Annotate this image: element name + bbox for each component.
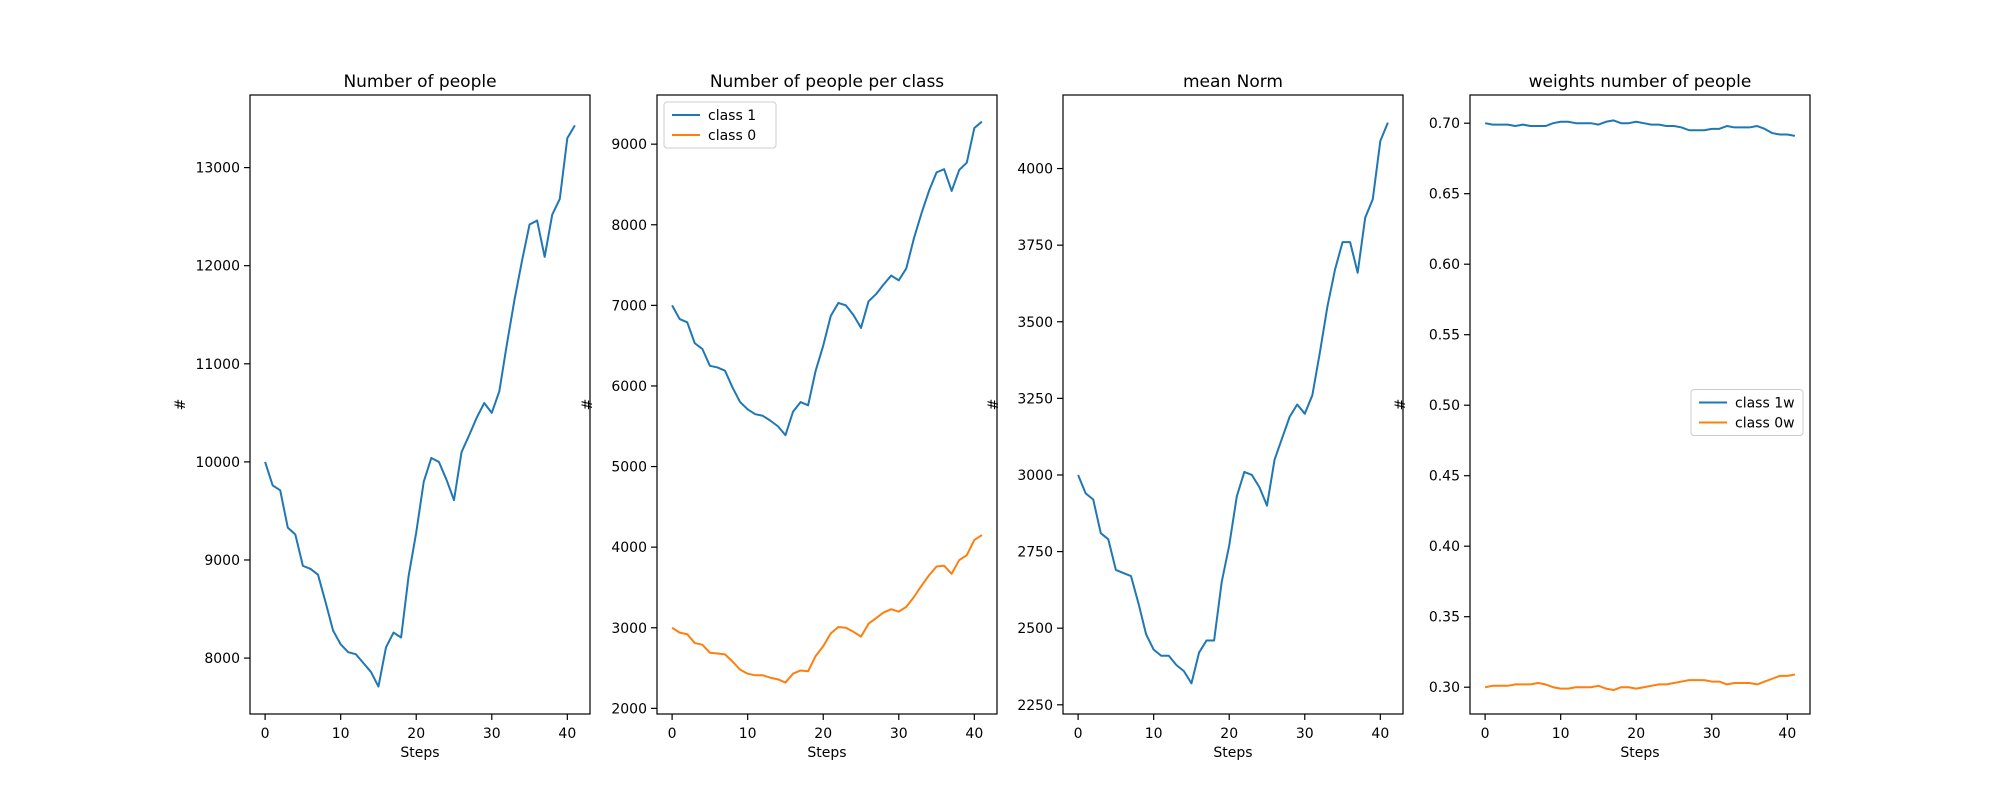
series-line-1 [671,120,983,437]
y-axis-label: # [1393,399,1409,411]
x-axis-label: Steps [1620,745,1659,761]
axes-frame [656,94,998,715]
series-line-1 [264,124,576,688]
series-line-2 [671,534,983,684]
legend-box [663,101,777,149]
x-tick-label: 20 [1220,726,1238,742]
x-tick-label: 10 [1552,726,1570,742]
x-tick-label: 20 [1627,726,1645,742]
x-tick-label: 10 [1145,726,1163,742]
y-tick-label: 3750 [1017,238,1053,254]
y-tick-label: 3000 [1017,468,1053,484]
y-tick-label: 5000 [611,460,647,476]
legend-entry: class 1 [708,108,756,124]
y-tick-label: 0.60 [1429,257,1460,273]
axes-frame [1062,94,1404,715]
y-tick-label: 2000 [611,701,647,717]
y-tick-label: 4000 [611,540,647,556]
y-tick-label: 0.35 [1429,610,1460,626]
y-tick-label: 6000 [611,379,647,395]
chart-title: Number of people per class [710,72,944,92]
y-axis-label: # [580,399,596,411]
subplot-1: 0 10 20 30 40 8000 9000 10000 11000 12000 13000 Num… [173,72,591,761]
y-tick-label: 2250 [1017,698,1053,714]
x-axis-label: Steps [1213,745,1252,761]
subplot-2: 0 10 20 30 40 2000 3000 4000 5000 6000 7000 8000 900… [580,72,998,761]
x-tick-label: 0 [668,726,677,742]
y-tick-label: 11000 [195,357,240,373]
y-tick-label: 13000 [195,161,240,177]
y-tick-label: 0.40 [1429,539,1460,555]
y-tick-label: 0.30 [1429,680,1460,696]
x-axis-label: Steps [807,745,846,761]
x-tick-label: 40 [1371,726,1389,742]
chart-title: Number of people [343,72,496,92]
chart-title: mean Norm [1183,72,1283,92]
y-tick-label: 10000 [195,455,240,471]
x-tick-label: 30 [483,726,501,742]
y-tick-label: 0.55 [1429,328,1460,344]
y-tick-label: 9000 [204,553,240,569]
y-tick-label: 3250 [1017,391,1053,407]
y-tick-label: 2500 [1017,621,1053,637]
x-tick-label: 10 [332,726,350,742]
x-tick-label: 30 [1296,726,1314,742]
legend-entry: class 1w [1735,396,1795,412]
y-tick-label: 4000 [1017,162,1053,178]
legend: class 1w class 0w [1690,389,1804,436]
y-axis-label: # [986,399,1002,411]
y-tick-label: 2750 [1017,545,1053,561]
legend-entry: class 0 [708,128,756,144]
y-tick-label: 0.45 [1429,469,1460,485]
x-tick-label: 30 [1703,726,1721,742]
x-tick-label: 0 [1481,726,1490,742]
legend-entry: class 0w [1735,416,1795,432]
x-tick-label: 40 [558,726,576,742]
axes-frame [1469,94,1811,715]
series-line-1 [1077,122,1389,685]
x-tick-label: 0 [1074,726,1083,742]
y-tick-label: 3000 [611,621,647,637]
x-axis-label: Steps [400,745,439,761]
x-tick-label: 20 [814,726,832,742]
y-axis-label: # [173,399,189,411]
x-tick-label: 0 [261,726,270,742]
y-tick-label: 8000 [204,651,240,667]
y-tick-label: 0.65 [1429,187,1460,203]
x-tick-label: 40 [1778,726,1796,742]
y-tick-label: 0.50 [1429,398,1460,414]
x-tick-label: 20 [407,726,425,742]
y-tick-label: 0.70 [1429,116,1460,132]
series-line-2 [1484,673,1796,692]
y-tick-label: 9000 [611,137,647,153]
x-tick-label: 10 [739,726,757,742]
axes-frame [249,94,591,715]
chart-title: weights number of people [1529,72,1752,92]
x-tick-label: 40 [965,726,983,742]
subplot-3: 0 10 20 30 40 2250 2500 2750 3000 3250 3500 3750 400… [986,72,1404,761]
y-tick-label: 8000 [611,218,647,234]
series-line-1 [1484,119,1796,137]
legend-box [1690,389,1804,436]
y-tick-label: 12000 [195,259,240,275]
x-tick-label: 30 [890,726,908,742]
subplot-4: 0 10 20 30 40 0.30 0.35 0.40 0.45 0.50 0.55 0.60 0.6… [1393,72,1811,761]
y-tick-label: 7000 [611,298,647,314]
legend: class 1 class 0 [663,101,777,149]
y-tick-label: 3500 [1017,315,1053,331]
